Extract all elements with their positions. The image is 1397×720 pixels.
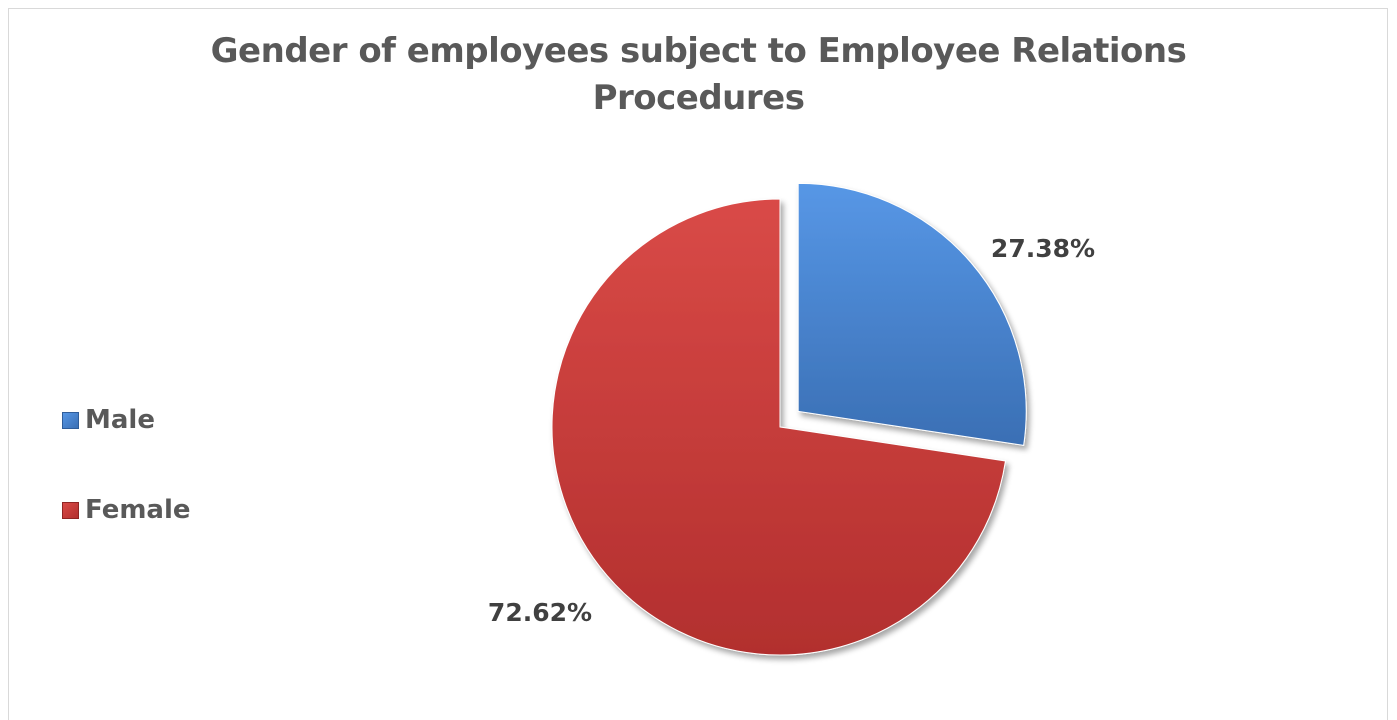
data-label-female: 72.62%	[488, 598, 592, 627]
data-label-male: 27.38%	[991, 234, 1095, 263]
legend-swatch-male	[62, 412, 79, 429]
legend-label-female: Female	[85, 495, 191, 525]
legend: Male Female	[62, 400, 191, 580]
legend-item-male: Male	[62, 400, 191, 440]
legend-label-male: Male	[85, 405, 155, 435]
pie-slice-male	[798, 183, 1026, 445]
pie-slices	[552, 183, 1026, 655]
legend-item-female: Female	[62, 490, 191, 530]
legend-swatch-female	[62, 502, 79, 519]
